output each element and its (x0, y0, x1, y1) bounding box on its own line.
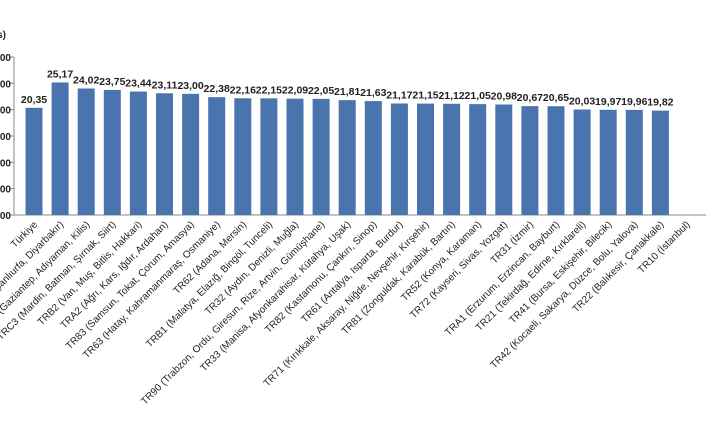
value-label: 22,16 (230, 84, 256, 96)
value-label: 22,38 (204, 83, 230, 95)
value-label: 23,75 (99, 76, 125, 88)
y-tick-label: 30,00 (0, 53, 11, 64)
bar (286, 98, 304, 215)
y-tick-label: 5,00 (0, 185, 11, 196)
bar (469, 104, 487, 215)
value-label: 19,96 (621, 96, 647, 108)
value-label: 20,35 (21, 94, 47, 106)
value-label: 25,17 (47, 68, 73, 80)
bar (390, 103, 408, 215)
y-tick-label: 15,00 (0, 132, 11, 143)
value-label: 20,98 (491, 91, 517, 103)
value-label: 24,02 (73, 74, 99, 86)
y-tick-label: 0,00 (0, 211, 11, 222)
value-label: 20,03 (569, 96, 595, 108)
bar (625, 109, 643, 215)
value-label: 23,11 (152, 79, 178, 91)
value-label: 20,67 (517, 92, 543, 104)
value-label: 23,44 (125, 78, 151, 90)
value-label: 19,82 (647, 97, 673, 109)
bar (103, 89, 121, 215)
y-tick-label: 10,00 (0, 158, 11, 169)
unit-label: s) (0, 30, 6, 41)
bar (312, 98, 330, 215)
value-label: 21,12 (438, 90, 464, 102)
bar (234, 98, 252, 215)
bar (364, 101, 382, 215)
bar (208, 97, 226, 215)
bar (260, 98, 278, 215)
value-label: 22,09 (282, 85, 308, 97)
bar (443, 103, 461, 215)
value-label: 21,81 (334, 86, 360, 98)
value-label: 22,05 (308, 85, 334, 97)
bar (651, 110, 669, 215)
bar (521, 106, 539, 215)
bar (495, 104, 513, 215)
value-label: 21,63 (360, 87, 386, 99)
bar (338, 100, 356, 215)
value-label: 20,65 (543, 92, 569, 104)
bar (51, 82, 69, 215)
y-tick-label: 25,00 (0, 79, 11, 90)
bar (77, 88, 95, 215)
y-tick-label: 20,00 (0, 106, 11, 117)
value-label: 21,05 (465, 90, 491, 102)
bar (599, 109, 617, 215)
bar (182, 93, 200, 215)
value-label: 19,97 (595, 96, 621, 108)
value-label: 22,15 (256, 84, 282, 96)
bar (156, 93, 173, 215)
bar (547, 106, 565, 215)
value-label: 21,15 (412, 90, 438, 102)
value-label: 21,17 (386, 90, 412, 102)
bar (573, 109, 591, 215)
value-label: 23,00 (177, 80, 203, 92)
bar (129, 91, 147, 215)
bar (25, 107, 43, 215)
bar (417, 103, 434, 215)
